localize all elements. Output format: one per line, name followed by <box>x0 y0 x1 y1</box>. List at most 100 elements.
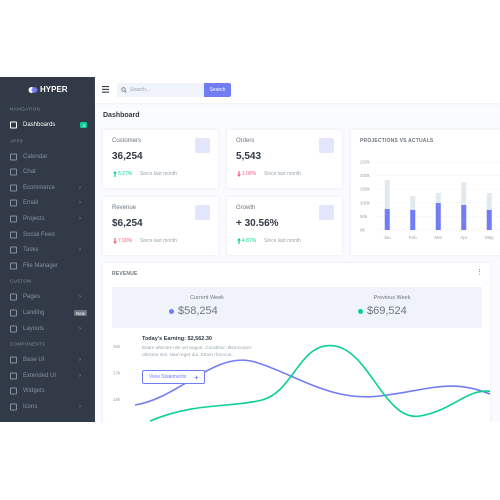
view-statements-button[interactable]: View Statements <box>142 370 205 384</box>
nav-chevron: › <box>79 247 81 254</box>
revenue-chart: 36k 27k 18k <box>113 344 490 422</box>
trend-arrow <box>237 171 241 177</box>
stat-icon <box>319 138 334 153</box>
y-tick-label: 27k <box>113 371 121 376</box>
search-button[interactable]: Search <box>204 83 231 97</box>
x-tick-label: Jan <box>384 235 392 240</box>
trend-arrow-shape <box>113 171 117 177</box>
stat-note: Since last month <box>264 171 301 177</box>
y-tick-label: 50k <box>360 214 368 219</box>
stat-label: Orders <box>236 138 255 144</box>
nav-item[interactable]: Widgets <box>23 388 45 395</box>
card-title: PROJECTIONS VS ACTUALS <box>360 138 434 144</box>
revenue-card: REVENUE ⋮ Current Week $58,254 Previous … <box>103 263 490 422</box>
previous-week-value: $69,524 <box>367 305 407 317</box>
stat-value: + 30.56% <box>236 218 279 229</box>
nav-item[interactable]: Calendar <box>23 153 48 160</box>
stat-value: 5,543 <box>236 151 262 162</box>
stat-value: $6,254 <box>112 218 143 229</box>
nav-item[interactable]: File Manager <box>23 262 59 269</box>
actual-bar <box>435 203 441 230</box>
search-input[interactable]: Search... <box>117 83 204 97</box>
trend-arrow <box>113 171 117 177</box>
nav-icon <box>10 246 17 254</box>
plus-icon <box>194 375 199 379</box>
stat-change: 5.27% <box>118 171 133 177</box>
stat-note: Since last month <box>264 238 301 244</box>
revenue-line-previous <box>149 344 490 422</box>
logo-icon <box>28 87 38 93</box>
stat-icon <box>319 205 334 220</box>
dashboard-screenshot: HYPER NAVIGATION Dashboards 4 APPS Calendar C… <box>0 77 500 422</box>
nav-chevron: › <box>79 294 81 301</box>
y-tick-label: 250k <box>360 160 371 165</box>
current-dot <box>169 309 174 314</box>
nav-chevron: › <box>79 184 81 191</box>
nav-item[interactable]: Landing <box>23 310 45 316</box>
card-title: REVENUE <box>112 271 138 277</box>
stat-note: Since last month <box>140 171 177 177</box>
nav-item[interactable]: Base UI <box>23 357 45 364</box>
nav-section-heading: CUSTOM <box>10 278 32 284</box>
earning-title: Today's Earning: $2,562.30 <box>142 336 212 342</box>
nav-item[interactable]: Tasks <box>23 247 39 254</box>
nav-chevron: › <box>79 200 81 207</box>
actual-bar <box>486 209 492 230</box>
sidebar: HYPER NAVIGATION Dashboards 4 APPS Calendar C… <box>0 77 95 422</box>
nav-item[interactable]: Social Feed <box>23 231 55 238</box>
nav-badge: New <box>73 310 87 316</box>
trend-arrow <box>113 238 117 244</box>
nav-item[interactable]: Icons <box>23 404 38 410</box>
nav-icon <box>10 325 17 333</box>
nav-icon <box>10 199 17 207</box>
trend-arrow-shape <box>113 238 117 244</box>
nav-icon <box>10 387 17 395</box>
projections-card: PROJECTIONS VS ACTUALS 0k 50k 100k 150k 200k… <box>351 130 500 255</box>
y-tick-label: 200k <box>360 173 371 178</box>
nav-icon <box>10 215 17 223</box>
nav-badge: 4 <box>80 122 87 128</box>
nav-item[interactable]: Ecommerce <box>23 184 56 191</box>
nav-section-heading: COMPONENTS <box>10 341 46 347</box>
stat-value: 36,254 <box>112 151 143 162</box>
x-tick-label: Apr <box>460 235 468 240</box>
stat-change: 1.08% <box>242 171 257 177</box>
stat-card: Customers 36,254 5.27% Since last month <box>103 130 218 188</box>
earning-text: Etiam ultricies nisi vel augue. Curabitu… <box>142 346 252 358</box>
stat-label: Growth <box>236 205 256 211</box>
card-menu[interactable]: ⋮ <box>476 269 483 276</box>
nav-chevron: › <box>79 325 81 332</box>
actual-bar <box>410 209 416 230</box>
nav-item[interactable]: Dashboards <box>23 122 56 128</box>
previous-week-label: Previous Week <box>373 295 411 301</box>
trend-arrow-shape <box>237 238 241 244</box>
search-placeholder: Search... <box>130 87 151 93</box>
nav-icon <box>10 309 17 317</box>
menu-toggle[interactable] <box>102 86 110 93</box>
y-tick-label: 100k <box>360 200 371 205</box>
nav-icon <box>10 356 17 364</box>
stat-card: Orders 5,543 1.08% Since last month <box>227 130 342 188</box>
actual-bar <box>384 209 390 230</box>
week-summary: Current Week $58,254 Previous Week $69,5… <box>112 287 482 328</box>
actual-bar <box>461 204 467 230</box>
nav-chevron: › <box>79 404 81 410</box>
topbar: Search... Search <box>95 77 500 103</box>
brand: HYPER <box>40 85 68 94</box>
stat-label: Revenue <box>112 205 137 211</box>
nav-chevron: › <box>79 372 81 379</box>
nav-item[interactable]: Chat <box>23 169 36 176</box>
nav-item[interactable]: Layouts <box>23 325 45 332</box>
current-week-value: $58,254 <box>178 305 218 317</box>
nav-icon <box>10 184 17 192</box>
y-tick-label: 18k <box>113 397 121 402</box>
nav-item[interactable]: Email <box>23 200 39 207</box>
previous-dot <box>358 309 363 314</box>
stat-icon <box>195 138 210 153</box>
nav-item[interactable]: Pages <box>23 294 41 301</box>
stat-icon <box>195 205 210 220</box>
x-tick-label: Mar <box>434 235 442 240</box>
nav-item[interactable]: Projects <box>23 216 45 222</box>
nav-item[interactable]: Extended UI <box>23 372 57 379</box>
